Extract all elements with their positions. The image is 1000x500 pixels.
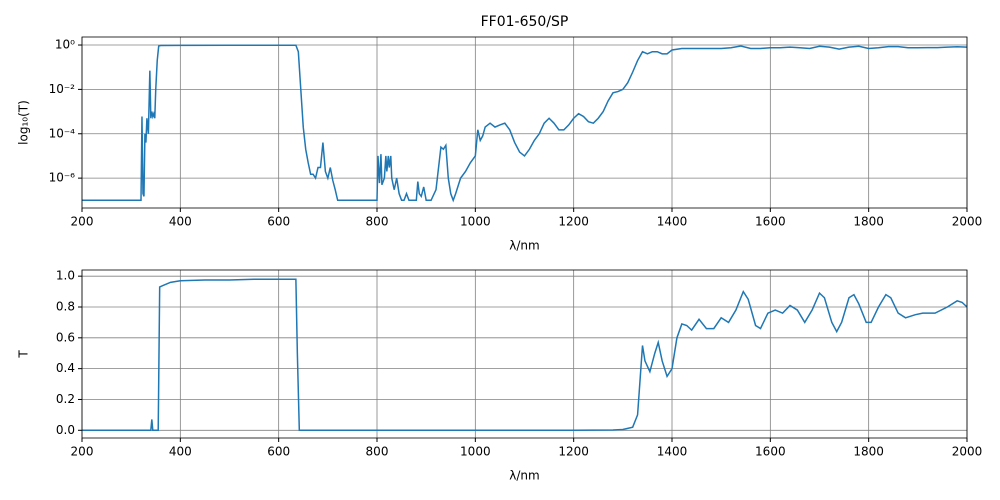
x-tick-label: 400 <box>169 215 192 229</box>
x-tick-label: 2000 <box>952 215 983 229</box>
chart-title: FF01-650/SP <box>481 14 569 30</box>
y-tick-label: 0.6 <box>56 330 75 344</box>
y-tick-label: 10⁻⁶ <box>49 171 76 185</box>
y-tick-label: 0.0 <box>56 423 75 437</box>
x-axis-label: λ/nm <box>509 239 539 253</box>
x-tick-label: 1600 <box>755 215 786 229</box>
y-tick-label: 10⁻² <box>49 82 76 96</box>
x-tick-label: 1800 <box>853 215 884 229</box>
x-tick-label: 1000 <box>460 215 491 229</box>
x-tick-label: 1200 <box>558 215 589 229</box>
y-tick-label: 10⁻⁴ <box>49 126 76 140</box>
data-line <box>82 44 967 203</box>
x-tick-label: 1400 <box>657 215 688 229</box>
y-tick-label: 0.8 <box>56 299 75 313</box>
y-tick-label: 0.2 <box>56 392 75 406</box>
x-tick-label: 400 <box>169 445 192 459</box>
axes-frame <box>81 36 968 209</box>
x-tick-label: 800 <box>366 445 389 459</box>
y-axis-label: log₁₀(T) <box>17 100 31 145</box>
x-tick-label: 1200 <box>558 445 589 459</box>
x-tick-label: 1800 <box>853 445 884 459</box>
x-tick-label: 1600 <box>755 445 786 459</box>
x-tick-label: 200 <box>71 445 94 459</box>
data-line <box>82 278 967 432</box>
subplot: 200 400 600 800 1000 1200 1400 1600 1800 2000 10⁻⁶… <box>17 14 983 253</box>
x-tick-label: 1000 <box>460 445 491 459</box>
x-tick-label: 200 <box>71 215 94 229</box>
x-tick-label: 600 <box>267 445 290 459</box>
y-tick-label: 0.4 <box>56 361 75 375</box>
y-tick-label: 1.0 <box>56 269 75 283</box>
x-tick-label: 2000 <box>952 445 983 459</box>
x-tick-label: 600 <box>267 215 290 229</box>
x-tick-label: 800 <box>366 215 389 229</box>
x-tick-label: 1400 <box>657 445 688 459</box>
subplot: 200 400 600 800 1000 1200 1400 1600 1800 2000 0.0 0… <box>17 269 983 483</box>
x-axis-label: λ/nm <box>509 469 539 483</box>
axes-frame <box>81 269 968 439</box>
y-axis-label: T <box>17 350 31 359</box>
y-tick-label: 10⁰ <box>55 38 75 52</box>
